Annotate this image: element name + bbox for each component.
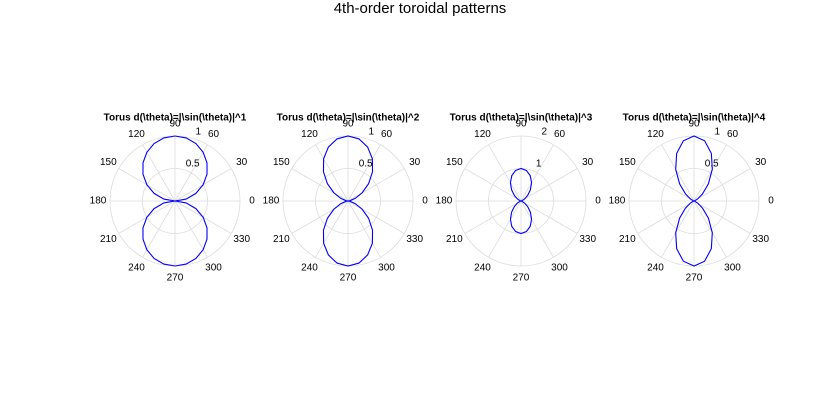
figure-title: 4th-order toroidal patterns [334, 0, 507, 17]
theta-tick-label: 240 [301, 262, 318, 273]
theta-tick-label: 0 [422, 196, 428, 207]
theta-tick-label: 150 [619, 157, 636, 168]
r-tick-label: 2 [542, 127, 548, 138]
theta-tick-label: 240 [128, 262, 145, 273]
radial-grid-circle [661, 168, 727, 234]
theta-tick-label: 0 [768, 196, 774, 207]
r-tick-label: 0.5 [186, 159, 200, 170]
theta-tick-label: 0 [595, 196, 601, 207]
theta-tick-label: 210 [273, 234, 290, 245]
theta-tick-label: 180 [90, 196, 107, 207]
theta-tick-label: 90 [688, 119, 700, 130]
subplot-title: Torus d(\theta)=|\sin(\theta)|^3 [450, 113, 593, 124]
theta-tick-label: 120 [474, 129, 491, 140]
theta-tick-label: 60 [381, 129, 393, 140]
theta-tick-label: 240 [474, 262, 491, 273]
pattern-curve [675, 135, 713, 267]
theta-tick-label: 210 [619, 234, 636, 245]
theta-tick-label: 330 [579, 234, 596, 245]
theta-tick-label: 90 [515, 119, 527, 130]
theta-tick-label: 150 [273, 157, 290, 168]
theta-tick-label: 0 [249, 196, 255, 207]
theta-tick-label: 270 [340, 273, 357, 284]
radial-grid-circle [455, 135, 587, 267]
r-tick-label: 1 [715, 127, 721, 138]
theta-tick-label: 30 [236, 157, 248, 168]
theta-tick-label: 30 [582, 157, 594, 168]
theta-tick-label: 330 [752, 234, 769, 245]
theta-tick-label: 60 [208, 129, 220, 140]
theta-tick-label: 330 [406, 234, 423, 245]
theta-tick-label: 210 [100, 234, 117, 245]
pattern-curve [509, 167, 533, 235]
theta-tick-label: 150 [100, 157, 117, 168]
r-tick-label: 0.5 [359, 159, 373, 170]
theta-tick-label: 30 [409, 157, 421, 168]
theta-tick-label: 60 [727, 129, 739, 140]
theta-tick-label: 90 [169, 119, 181, 130]
theta-tick-label: 240 [647, 262, 664, 273]
theta-tick-label: 90 [342, 119, 354, 130]
theta-tick-label: 60 [554, 129, 566, 140]
r-tick-label: 1 [369, 127, 375, 138]
theta-tick-label: 120 [128, 129, 145, 140]
theta-tick-label: 270 [686, 273, 703, 284]
theta-tick-label: 180 [436, 196, 453, 207]
theta-tick-label: 270 [513, 273, 530, 284]
subplot-title: Torus d(\theta)=|\sin(\theta)|^1 [104, 113, 247, 124]
theta-tick-label: 300 [551, 262, 568, 273]
theta-tick-label: 210 [446, 234, 463, 245]
theta-tick-label: 270 [167, 273, 184, 284]
theta-tick-label: 120 [647, 129, 664, 140]
theta-tick-label: 300 [378, 262, 395, 273]
theta-tick-label: 180 [609, 196, 626, 207]
theta-tick-label: 300 [724, 262, 741, 273]
theta-tick-label: 330 [233, 234, 250, 245]
theta-tick-label: 150 [446, 157, 463, 168]
theta-tick-label: 180 [263, 196, 280, 207]
subplot-title: Torus d(\theta)=|\sin(\theta)|^2 [277, 113, 420, 124]
theta-tick-label: 30 [755, 157, 767, 168]
theta-tick-label: 300 [205, 262, 222, 273]
pattern-curve [142, 135, 208, 267]
radial-grid-circle [142, 168, 208, 234]
subplot-title: Torus d(\theta)=|\sin(\theta)|^4 [623, 113, 766, 124]
theta-tick-label: 120 [301, 129, 318, 140]
r-tick-label: 1 [536, 159, 542, 170]
r-tick-label: 1 [196, 127, 202, 138]
radial-grid-circle [315, 168, 381, 234]
pattern-curve [322, 135, 374, 267]
